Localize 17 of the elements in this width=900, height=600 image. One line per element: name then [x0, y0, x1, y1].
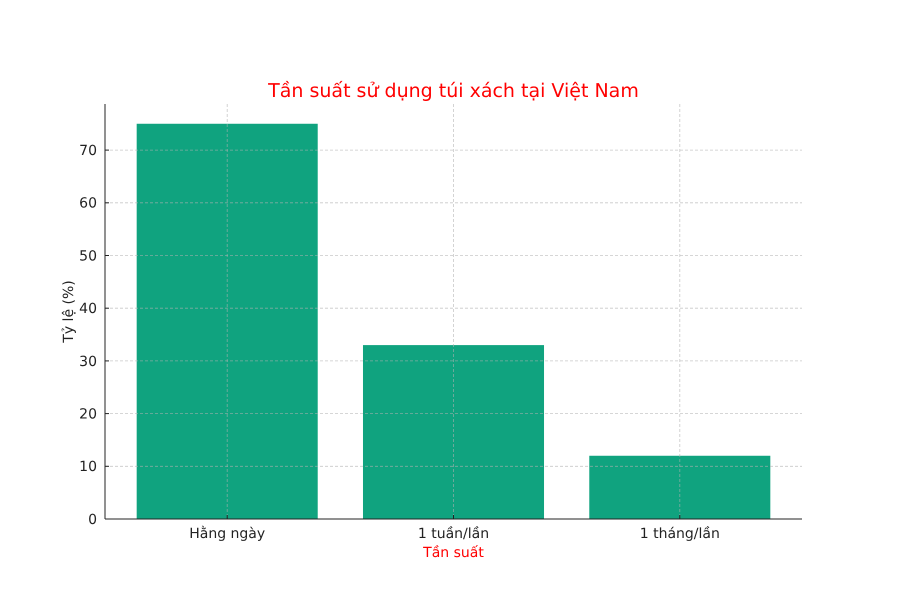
chart-title: Tần suất sử dụng túi xách tại Việt Nam	[267, 80, 639, 102]
x-tick-label: Hằng ngày	[189, 525, 266, 542]
x-tick-label: 1 tuần/lần	[418, 526, 490, 542]
y-tick-label: 40	[79, 301, 97, 318]
y-tick-label: 60	[79, 196, 97, 212]
x-axis-title: Tần suất	[422, 545, 484, 561]
y-tick-label: 0	[88, 512, 97, 528]
y-tick-label: 50	[79, 248, 97, 264]
y-tick-label: 10	[79, 459, 97, 476]
y-tick-label: 70	[79, 143, 97, 160]
y-axis-title: Tỷ lệ (%)	[61, 280, 77, 344]
y-tick-label: 30	[79, 354, 97, 370]
bar	[136, 124, 318, 519]
bar	[589, 456, 770, 519]
bar	[362, 345, 544, 519]
x-tick-label: 1 tháng/lần	[640, 526, 720, 542]
y-tick-label: 20	[79, 406, 97, 423]
